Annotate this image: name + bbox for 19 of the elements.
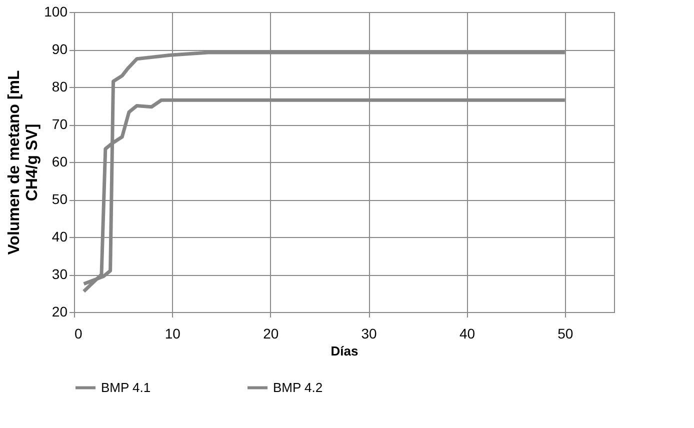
y-tick-label: 40 (52, 228, 68, 244)
x-tick-label: 20 (263, 326, 279, 342)
x-tick-label: 10 (164, 326, 181, 342)
x-tick-label: 50 (558, 326, 574, 342)
legend-label: BMP 4.2 (273, 380, 323, 395)
legend-label: BMP 4.1 (101, 380, 151, 395)
y-tick-label: 20 (52, 304, 68, 320)
y-tick-label: 60 (52, 154, 68, 170)
y-tick-label: 30 (52, 266, 68, 282)
x-axis-title: Días (330, 344, 358, 358)
y-tick-label: 90 (52, 41, 68, 57)
y-tick-label: 100 (44, 4, 68, 20)
y-tick-label: 70 (52, 116, 68, 132)
x-tick-label: 30 (361, 326, 378, 342)
y-tick-label: 50 (52, 191, 68, 207)
x-tick-label: 0 (74, 326, 82, 342)
y-axis-title: Volumen de metano [mL CH4/g SV] (6, 70, 42, 255)
y-tick-label: 80 (52, 78, 68, 94)
x-tick-label: 40 (459, 326, 476, 342)
